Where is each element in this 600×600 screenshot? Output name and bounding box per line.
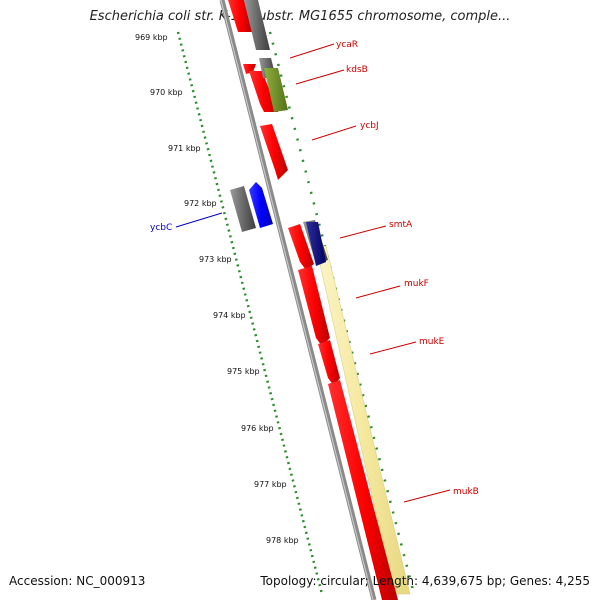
leader-line [289, 43, 335, 59]
cds-block[interactable] [328, 380, 398, 600]
ruler-tick-label: 970 kbp [150, 88, 183, 97]
ruler-tick-label: 978 kbp [266, 536, 299, 545]
gene-label-ycbC[interactable]: ycbC [150, 223, 172, 233]
leader-line [175, 212, 223, 228]
chromosome-backbone [219, 0, 377, 600]
chromosome-backbone-highlight [220, 0, 374, 600]
accession-label: Accession: NC_000913 [9, 574, 146, 588]
ruler-tick-label: 969 kbp [135, 33, 168, 42]
ruler-tick-labels: 969 kbp 970 kbp 971 kbp 972 kbp 973 kbp … [135, 33, 299, 545]
cds-block-minus[interactable] [249, 182, 273, 228]
gene-label-mukB[interactable]: mukB [453, 487, 479, 497]
leader-line [369, 341, 417, 355]
ruler-tick-label: 973 kbp [199, 255, 232, 264]
leader-line [295, 69, 345, 85]
cds-block[interactable] [260, 124, 288, 180]
gene-label-ycaR[interactable]: ycaR [336, 40, 358, 50]
ruler-tick-label: 976 kbp [241, 424, 274, 433]
gene-labels: ycaR kdsB ycbJ ycbC smtA mukF mukE mukB [150, 40, 479, 503]
leader-line [403, 489, 451, 503]
ruler-tick-label: 975 kbp [227, 367, 260, 376]
leader-line [339, 225, 387, 239]
feature-track [228, 0, 398, 600]
gene-label-mukE[interactable]: mukE [419, 337, 445, 347]
ruler-tick-label: 977 kbp [254, 480, 287, 489]
map-title: Escherichia coli str. K-12 substr. MG165… [89, 9, 511, 24]
leader-line [355, 285, 401, 299]
cds-block[interactable] [249, 71, 278, 112]
ruler-tick-label: 974 kbp [213, 311, 246, 320]
cds-block[interactable] [306, 222, 326, 266]
gene-label-ycbJ[interactable]: ycbJ [360, 121, 379, 131]
gene-label-kdsB[interactable]: kdsB [346, 65, 368, 75]
gene-block[interactable] [244, 0, 270, 50]
gene-label-mukF[interactable]: mukF [404, 279, 429, 289]
cds-block[interactable] [298, 266, 330, 346]
ruler-axis [176, 31, 324, 595]
cds-block[interactable] [288, 224, 314, 270]
gene-block[interactable] [230, 186, 256, 232]
topology-label: Topology: circular; Length: 4,639,675 bp… [260, 574, 590, 588]
ruler-tick-label: 972 kbp [184, 199, 217, 208]
gene-label-smtA[interactable]: smtA [389, 220, 413, 230]
rna-block[interactable] [264, 68, 288, 112]
leader-line [311, 125, 357, 141]
cds-block[interactable] [318, 340, 340, 386]
ruler-tick-label: 971 kbp [168, 144, 201, 153]
